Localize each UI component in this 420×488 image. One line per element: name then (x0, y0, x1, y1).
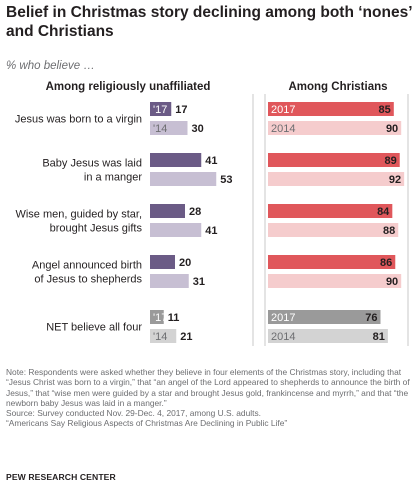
value-label: 31 (193, 276, 205, 288)
series-label: '17 (153, 104, 167, 116)
series-label: '17 (153, 312, 167, 324)
value-label: 30 (192, 123, 204, 135)
bar (150, 255, 175, 269)
value-label: 41 (205, 155, 217, 167)
value-label: 81 (373, 331, 385, 343)
panel-heading: Among religiously unaffiliated (46, 81, 211, 93)
bar (268, 274, 402, 288)
value-label: 17 (175, 104, 187, 116)
value-label: 76 (365, 312, 377, 324)
category-label: Jesus was born to a virgin (15, 114, 142, 126)
bar (150, 102, 172, 116)
source-text: Source: Survey conducted Nov. 29-Dec. 4,… (6, 408, 261, 419)
value-label: 28 (189, 206, 201, 218)
bar (150, 204, 185, 218)
series-label: 2017 (271, 312, 295, 324)
bar (268, 153, 400, 167)
series-label: '14 (153, 331, 167, 343)
brand-name: PEW RESEARCH CENTER (6, 472, 116, 482)
series-label: 2017 (271, 104, 295, 116)
bar (150, 121, 188, 135)
value-label: 90 (386, 123, 398, 135)
bar (150, 310, 164, 324)
bar (268, 121, 402, 135)
value-label: 11 (168, 312, 180, 324)
value-label: 92 (389, 174, 401, 186)
value-label: 85 (379, 104, 391, 116)
bar (268, 223, 399, 237)
bar (150, 153, 202, 167)
category-label: Baby Jesus was laid (42, 158, 142, 170)
bar (268, 102, 394, 116)
category-label: NET believe all four (46, 322, 142, 334)
chart-subtitle: % who believe … (6, 60, 95, 72)
bar (268, 204, 393, 218)
bar (268, 329, 388, 343)
bar (150, 223, 202, 237)
bar (268, 172, 405, 186)
value-label: 53 (220, 174, 232, 186)
series-label: 2014 (271, 331, 295, 343)
bar (268, 255, 396, 269)
bar (150, 274, 189, 288)
value-label: 21 (180, 331, 192, 343)
bar (150, 329, 177, 343)
chart-title: Belief in Christmas story declining amon… (6, 4, 412, 40)
category-label: Wise men, guided by star, (15, 209, 142, 221)
value-label: 84 (377, 206, 390, 218)
series-label: '14 (153, 123, 167, 135)
bar (150, 172, 217, 186)
category-label: brought Jesus gifts (50, 223, 143, 235)
category-label: Angel announced birth (32, 260, 142, 272)
category-label: of Jesus to shepherds (34, 274, 142, 286)
panel-heading: Among Christians (288, 81, 387, 93)
bar (268, 310, 381, 324)
category-label: in a manger (84, 172, 142, 184)
value-label: 41 (205, 225, 217, 237)
report-title-text: “Americans Say Religious Aspects of Chri… (6, 418, 288, 429)
value-label: 90 (386, 276, 398, 288)
value-label: 20 (179, 257, 191, 269)
note-text: Note: Respondents were asked whether the… (6, 367, 410, 408)
value-label: 86 (380, 257, 392, 269)
chart: Among religiously unaffiliated Among Chri… (15, 81, 409, 346)
value-label: 89 (384, 155, 396, 167)
series-label: 2014 (271, 123, 295, 135)
chart-notes: Note: Respondents were asked whether the… (6, 367, 416, 429)
value-label: 88 (383, 225, 395, 237)
